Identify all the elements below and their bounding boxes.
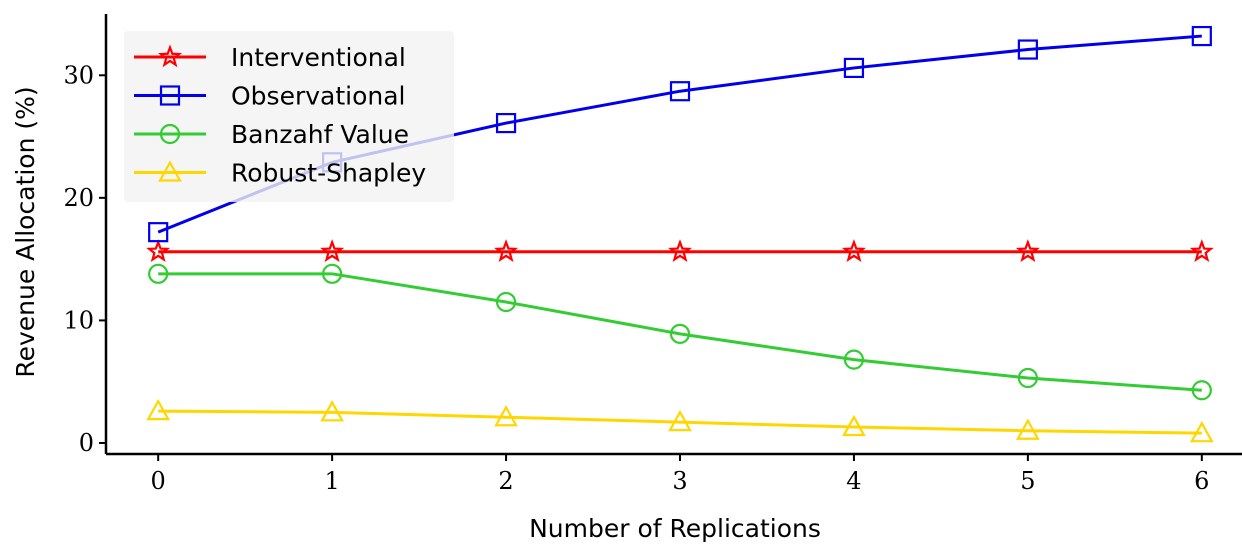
data-point xyxy=(1015,239,1040,262)
data-point xyxy=(1191,380,1212,401)
axes: 0 1 2 3 4 5 6 0 10 20 30 xyxy=(63,14,1242,495)
legend-item: Banzahf Value xyxy=(134,120,409,149)
y-tick-label: 30 xyxy=(63,61,94,89)
data-point xyxy=(148,263,169,284)
y-tick-label: 10 xyxy=(63,306,94,334)
x-tick-label: 2 xyxy=(498,467,513,495)
series-line xyxy=(158,272,1202,392)
data-point xyxy=(146,239,171,262)
data-point xyxy=(495,112,517,134)
legend: Interventional Observational Banzahf Value… xyxy=(124,31,454,202)
data-point xyxy=(494,239,519,262)
legend-item: Observational xyxy=(134,82,406,111)
data-point xyxy=(668,409,692,432)
data-point xyxy=(322,263,343,284)
series-line xyxy=(158,409,1202,435)
series-robust-shapley xyxy=(146,398,1214,443)
data-point xyxy=(843,349,865,370)
data-point xyxy=(148,222,169,243)
data-point xyxy=(842,414,866,437)
x-axis-title: Number of Replications xyxy=(529,514,821,543)
data-point xyxy=(320,239,345,262)
legend-box xyxy=(124,31,454,202)
data-point xyxy=(667,239,693,262)
series-banzahf-value xyxy=(148,263,1212,401)
legend-marker xyxy=(157,44,183,68)
data-point xyxy=(669,81,691,102)
data-point xyxy=(1189,420,1214,443)
data-point xyxy=(494,404,518,427)
data-point xyxy=(1016,418,1040,440)
x-tick-label: 0 xyxy=(151,467,166,495)
data-point xyxy=(841,239,866,262)
series-interventional xyxy=(146,239,1214,262)
x-tick-label: 6 xyxy=(1194,467,1209,495)
legend-marker xyxy=(158,160,182,182)
legend-item: Robust-Shapley xyxy=(134,159,426,188)
legend-marker xyxy=(159,123,181,145)
x-tick-label: 1 xyxy=(324,467,339,495)
data-point xyxy=(1017,39,1038,60)
x-tick-label: 3 xyxy=(672,467,687,495)
data-point xyxy=(495,291,517,313)
legend-label: Observational xyxy=(231,82,406,111)
legend-label: Interventional xyxy=(231,43,406,72)
legend-label: Banzahf Value xyxy=(231,120,409,149)
x-tick-label: 5 xyxy=(1020,467,1035,495)
y-axis-title: Revenue Allocation (%) xyxy=(11,86,40,377)
legend-marker xyxy=(159,85,181,106)
data-point xyxy=(1017,367,1038,389)
legend-item: Interventional xyxy=(134,43,406,72)
legend-label: Robust-Shapley xyxy=(231,159,426,188)
x-tick-label: 4 xyxy=(846,467,861,495)
data-point xyxy=(1189,239,1214,262)
y-tick-label: 20 xyxy=(63,184,94,212)
data-point xyxy=(843,57,865,79)
y-tick-label: 0 xyxy=(79,429,94,457)
data-point xyxy=(669,323,691,344)
data-point xyxy=(146,398,171,421)
data-point xyxy=(320,400,344,422)
data-point xyxy=(1191,25,1212,47)
